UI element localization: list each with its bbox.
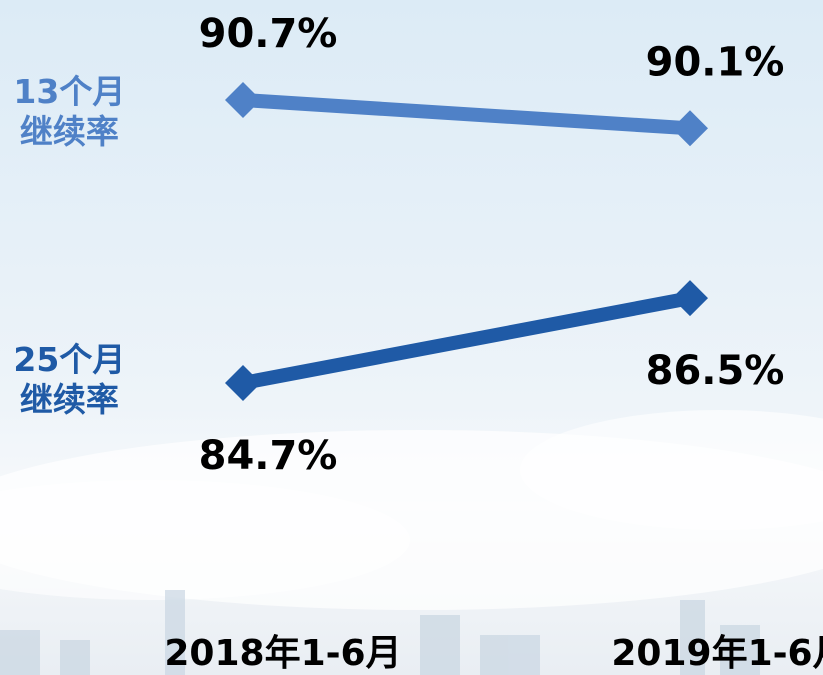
legend-label: 25个月继续率 [10, 340, 129, 419]
value-label: 86.5% [646, 348, 785, 394]
value-label: 90.7% [199, 11, 338, 57]
x-tick-label: 2018年1-6月 [164, 633, 401, 674]
marker [225, 82, 261, 118]
chart: 2018年1-6月 2019年1-6月 90.7% 90.1% 84.7% 86.5% 1… [0, 0, 823, 675]
line [243, 100, 690, 128]
value-label: 84.7% [199, 433, 338, 479]
value-label: 90.1% [646, 39, 785, 85]
line [243, 298, 690, 383]
legend-label: 13个月继续率 [10, 72, 129, 151]
marker [672, 110, 708, 146]
marker [225, 365, 261, 401]
x-tick-label: 2019年1-6月 [611, 633, 823, 674]
marker [672, 280, 708, 316]
